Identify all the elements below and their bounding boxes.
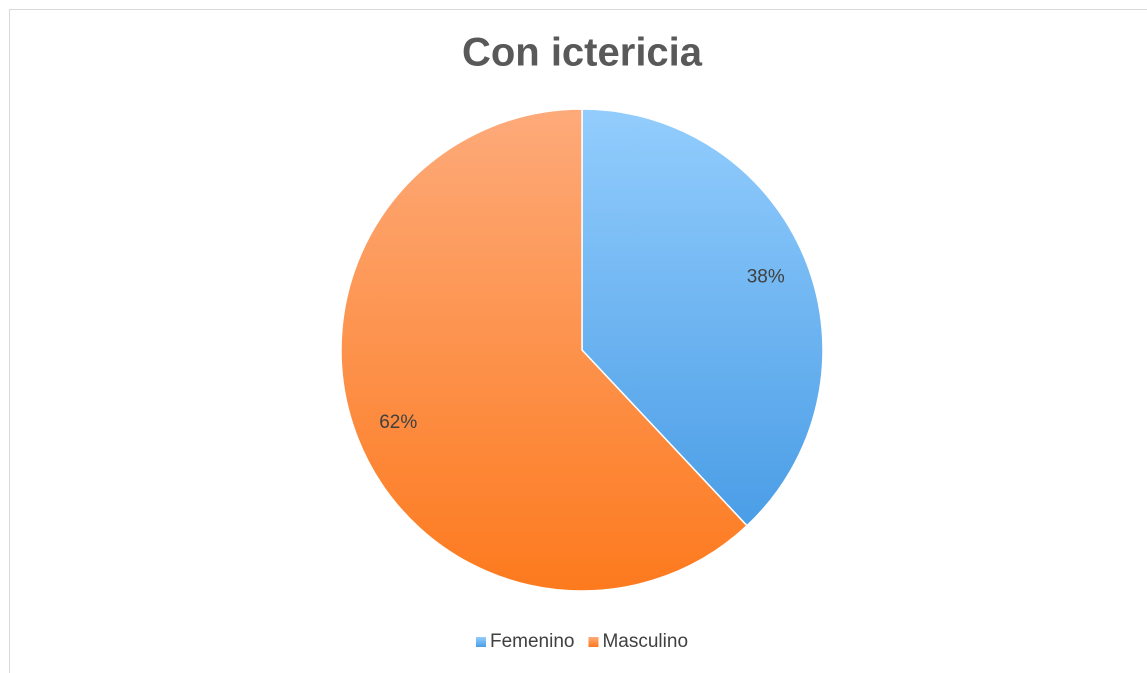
- legend-swatch: [475, 637, 486, 647]
- legend-label: Femenino: [490, 631, 575, 652]
- data-label: 38%: [747, 266, 785, 287]
- data-label: 62%: [379, 412, 417, 433]
- legend-label: Masculino: [602, 631, 688, 652]
- legend-swatch: [588, 637, 599, 647]
- pie-slice: [581, 108, 824, 527]
- pie-slice: [340, 108, 749, 592]
- legend-item: Femenino: [475, 631, 575, 652]
- legend-item: Masculino: [588, 631, 688, 652]
- chart-title: Con ictericia: [462, 31, 703, 75]
